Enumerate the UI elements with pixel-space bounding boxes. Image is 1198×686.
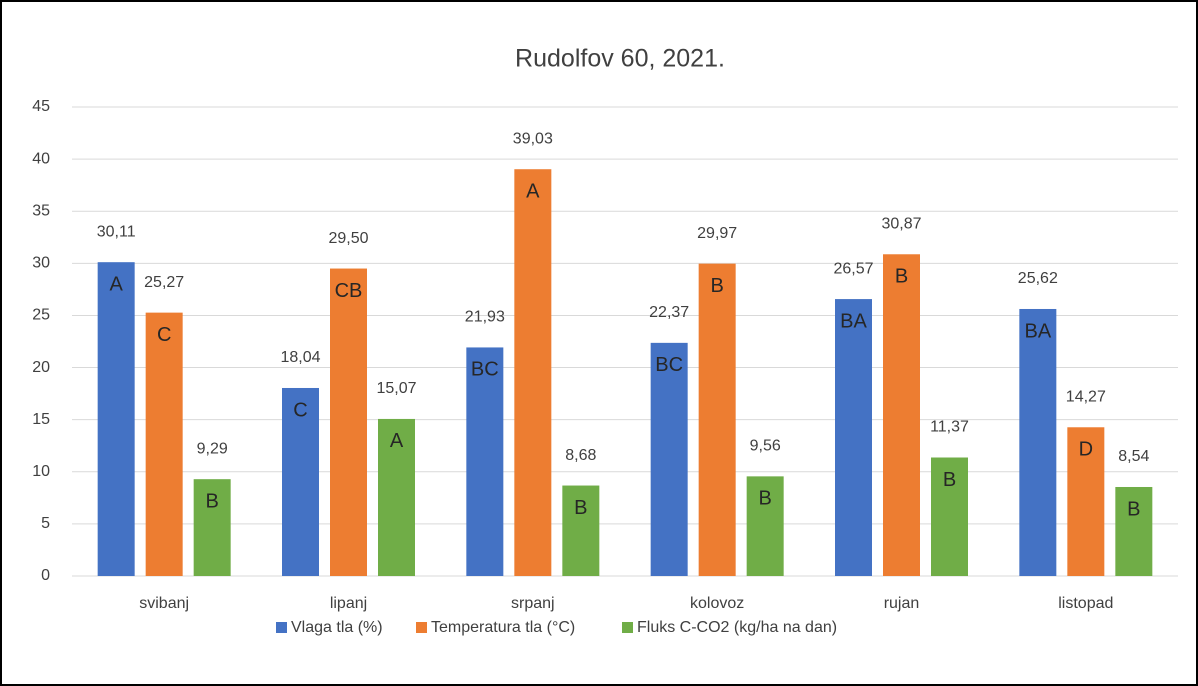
significance-letter: B: [710, 275, 723, 297]
bar: [145, 312, 183, 576]
y-tick-label: 30: [32, 255, 50, 272]
bar: [193, 479, 231, 576]
value-label: 9,56: [750, 438, 781, 455]
x-tick-label: srpanj: [511, 595, 555, 612]
bar: [562, 485, 600, 576]
y-tick-label: 20: [32, 359, 50, 376]
y-tick-label: 35: [32, 202, 50, 219]
y-tick-label: 10: [32, 463, 50, 480]
significance-letter: A: [526, 181, 540, 203]
value-label: 18,04: [280, 349, 320, 366]
significance-letter: BA: [840, 310, 867, 332]
x-tick-label: kolovoz: [690, 595, 744, 612]
bar: [698, 263, 736, 576]
significance-letter: B: [205, 490, 218, 512]
x-tick-label: listopad: [1058, 595, 1113, 612]
bar: [97, 262, 135, 576]
bar: [1067, 427, 1105, 576]
bar: [466, 347, 504, 576]
significance-letter: B: [895, 266, 908, 288]
significance-letter: C: [157, 324, 171, 346]
significance-letter: D: [1079, 439, 1093, 461]
significance-letter: CB: [335, 280, 363, 302]
value-label: 22,37: [649, 304, 689, 321]
y-tick-label: 5: [41, 515, 50, 532]
value-label: 39,03: [513, 130, 553, 147]
y-tick-label: 25: [32, 307, 50, 324]
value-label: 15,07: [376, 380, 416, 397]
significance-letter: B: [758, 488, 771, 510]
value-label: 21,93: [465, 309, 505, 326]
bar: [835, 299, 872, 576]
significance-letter: BA: [1024, 320, 1051, 342]
value-label: 8,68: [565, 447, 596, 464]
bar: [1115, 486, 1153, 576]
value-label: 9,29: [197, 440, 228, 457]
value-label: 11,37: [930, 419, 969, 436]
bar: [931, 457, 968, 576]
significance-letter: B: [1127, 498, 1140, 520]
significance-letter: B: [943, 469, 956, 491]
x-tick-label: svibanj: [139, 595, 189, 612]
value-label: 26,57: [833, 260, 873, 277]
value-label: 25,27: [144, 274, 184, 291]
y-tick-label: 40: [32, 150, 50, 167]
bar: [514, 169, 552, 576]
significance-letter: BC: [655, 354, 683, 376]
significance-letter: B: [574, 497, 587, 519]
value-label: 29,97: [697, 225, 737, 242]
value-label: 29,50: [328, 230, 368, 247]
bar: [330, 268, 367, 576]
bar: [378, 418, 415, 576]
value-label: 30,87: [881, 215, 921, 232]
legend-swatch: [416, 622, 427, 633]
legend-label: Temperatura tla (°C): [431, 619, 575, 636]
value-label: 25,62: [1018, 270, 1058, 287]
legend-swatch: [276, 622, 287, 633]
bar: [650, 342, 688, 576]
bar: [883, 254, 920, 577]
y-tick-label: 0: [41, 567, 50, 584]
bar: [282, 387, 319, 576]
significance-letter: C: [293, 399, 307, 421]
significance-letter: A: [109, 273, 123, 295]
value-label: 30,11: [97, 223, 136, 240]
legend-label: Vlaga tla (%): [291, 619, 383, 636]
legend-swatch: [622, 622, 633, 633]
significance-letter: A: [390, 430, 404, 452]
significance-letter: BC: [471, 359, 499, 381]
x-tick-label: lipanj: [330, 595, 367, 612]
chart-title: Rudolfov 60, 2021.: [515, 45, 725, 73]
bar: [746, 476, 784, 576]
value-label: 8,54: [1118, 448, 1149, 465]
legend-label: Fluks C-CO2 (kg/ha na dan): [637, 619, 837, 636]
value-label: 14,27: [1066, 388, 1106, 405]
bar: [1019, 308, 1057, 576]
y-tick-label: 15: [32, 411, 50, 428]
y-tick-label: 45: [32, 98, 50, 115]
x-tick-label: rujan: [884, 595, 920, 612]
